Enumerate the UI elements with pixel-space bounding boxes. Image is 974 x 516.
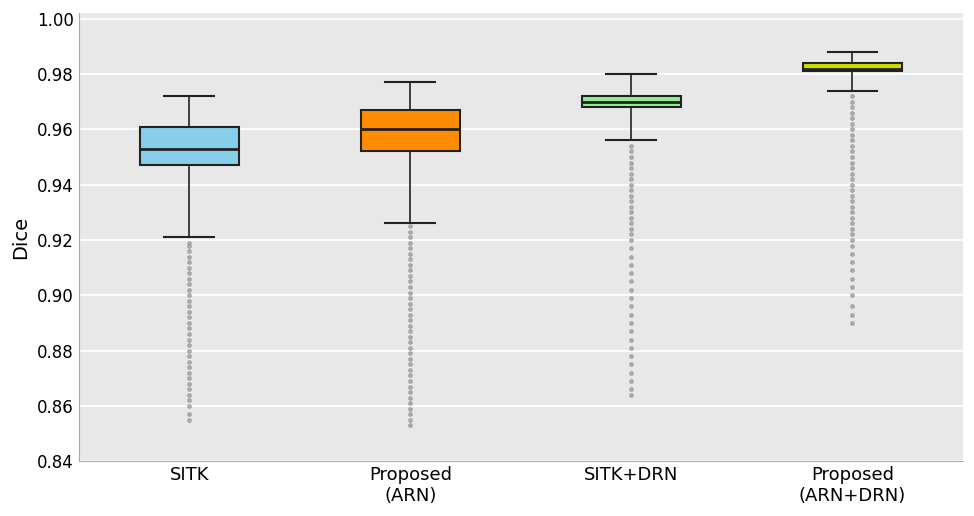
Y-axis label: Dice: Dice — [11, 216, 30, 259]
PathPatch shape — [139, 126, 239, 165]
PathPatch shape — [803, 63, 902, 71]
PathPatch shape — [360, 110, 460, 152]
PathPatch shape — [581, 96, 681, 107]
